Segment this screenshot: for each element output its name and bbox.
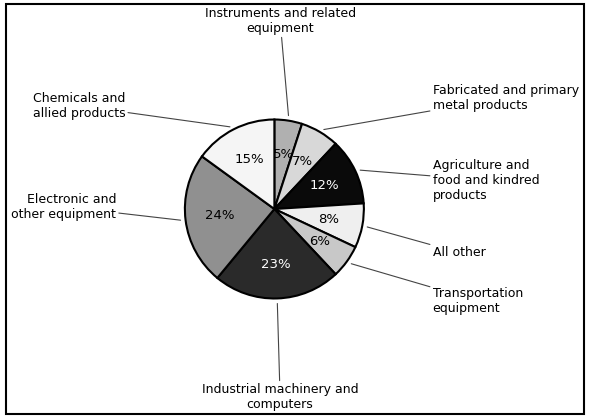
Wedge shape xyxy=(274,209,355,274)
Wedge shape xyxy=(217,209,336,298)
Text: 5%: 5% xyxy=(273,148,294,161)
Text: 24%: 24% xyxy=(205,209,234,222)
Wedge shape xyxy=(274,120,302,209)
Text: 7%: 7% xyxy=(292,155,313,168)
Text: Chemicals and
allied products: Chemicals and allied products xyxy=(32,92,230,127)
Text: All other: All other xyxy=(367,227,486,259)
Wedge shape xyxy=(274,204,364,247)
Text: Agriculture and
food and kindred
products: Agriculture and food and kindred product… xyxy=(360,159,539,202)
Wedge shape xyxy=(274,144,363,209)
Text: 23%: 23% xyxy=(261,258,291,271)
Text: 8%: 8% xyxy=(319,213,339,226)
Text: Instruments and related
equipment: Instruments and related equipment xyxy=(205,7,356,116)
Text: Industrial machinery and
computers: Industrial machinery and computers xyxy=(202,303,358,411)
Wedge shape xyxy=(274,124,336,209)
Text: 6%: 6% xyxy=(309,235,330,248)
Text: Electronic and
other equipment: Electronic and other equipment xyxy=(11,193,181,221)
Text: Transportation
equipment: Transportation equipment xyxy=(351,264,523,315)
Wedge shape xyxy=(185,156,274,278)
Wedge shape xyxy=(202,120,274,209)
Text: Fabricated and primary
metal products: Fabricated and primary metal products xyxy=(324,84,579,130)
Text: 15%: 15% xyxy=(234,153,264,166)
Text: 12%: 12% xyxy=(310,179,339,192)
